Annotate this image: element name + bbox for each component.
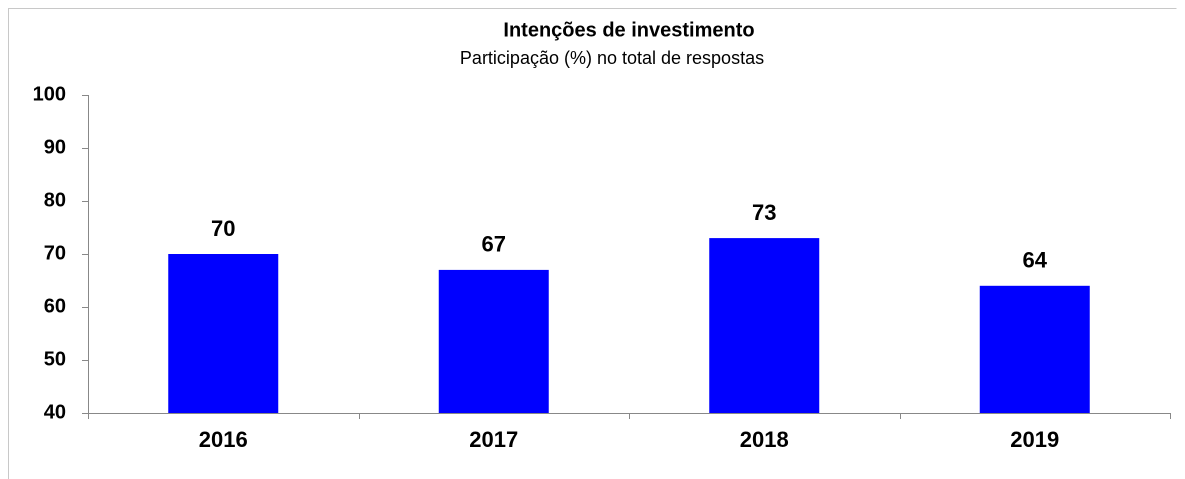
data-label: 73 — [752, 200, 776, 225]
data-label: 70 — [211, 216, 235, 241]
x-tick-label: 2019 — [1010, 427, 1059, 452]
x-tick-label: 2016 — [199, 427, 248, 452]
chart-subtitle: Participação (%) no total de respostas — [460, 48, 764, 68]
y-tick-label: 80 — [44, 189, 66, 211]
bar — [168, 254, 279, 413]
y-tick-label: 90 — [44, 136, 66, 158]
data-label: 64 — [1023, 248, 1048, 273]
bar — [979, 285, 1090, 413]
bar — [709, 238, 820, 413]
y-tick-label: 50 — [44, 348, 66, 370]
chart-title: Intenções de investimento — [503, 19, 754, 41]
bar — [438, 269, 549, 413]
data-label: 67 — [482, 232, 506, 257]
y-tick-label: 100 — [33, 83, 66, 105]
x-tick-label: 2018 — [740, 427, 789, 452]
y-tick-label: 40 — [44, 401, 66, 423]
y-tick-label: 60 — [44, 295, 66, 317]
y-tick-label: 70 — [44, 242, 66, 264]
x-tick-label: 2017 — [469, 427, 518, 452]
chart-border — [8, 8, 1177, 479]
